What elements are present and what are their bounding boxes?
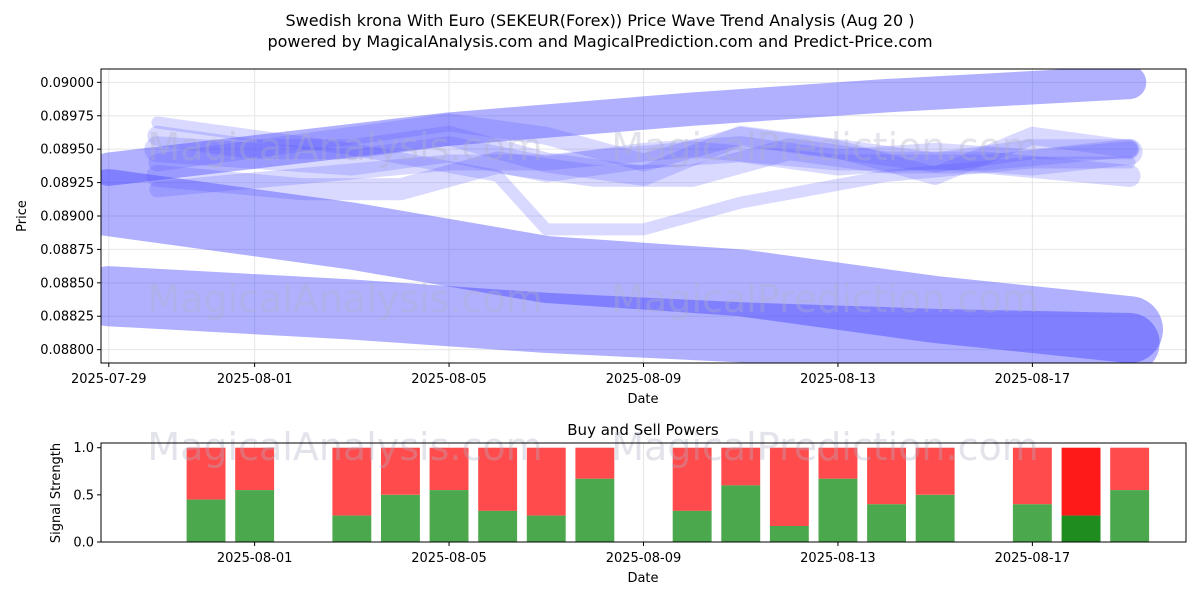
buy-sell-chart: Buy and Sell Powers MagicalAnalysis.com … (49, 421, 1187, 586)
price-x-tick-label: 2025-08-01 (217, 372, 293, 387)
buy-sell-x-tick-label: 2025-08-05 (411, 551, 487, 566)
buy-sell-y-ticks: 0.0 0.5 1.0 (73, 441, 101, 551)
price-wave-line-6 (148, 113, 1139, 185)
sell-power-bar (915, 447, 955, 495)
buy-power-bar (186, 499, 226, 542)
price-y-label: Price (15, 200, 30, 232)
price-x-tick-label: 2025-08-17 (995, 372, 1071, 387)
buy-sell-x-tick-label: 2025-08-01 (217, 551, 293, 566)
buy-sell-x-label: Date (627, 571, 658, 586)
buy-power-bar (1012, 504, 1052, 542)
watermark-prediction-bottom: MagicalPrediction.com (611, 425, 1039, 469)
sell-power-bar (429, 447, 469, 491)
buy-sell-x-tick-label: 2025-08-17 (995, 551, 1071, 566)
sell-power-bar (478, 447, 518, 511)
price-wave-line-5 (151, 116, 1136, 236)
price-y-tick-label: 0.08825 (40, 310, 94, 325)
price-y-tick-label: 0.08850 (40, 276, 94, 291)
price-y-tick-label: 0.09000 (40, 76, 94, 91)
price-wave-line-2 (147, 125, 1140, 186)
buy-power-bar (721, 485, 761, 542)
sell-power-bar (1061, 447, 1101, 516)
price-x-ticks: 2025-07-29 2025-08-01 2025-08-05 2025-08-09… (71, 363, 1070, 387)
buy-power-bar (915, 494, 955, 542)
buy-power-bar (381, 494, 420, 542)
price-x-tick-label: 2025-07-29 (71, 372, 147, 387)
buy-power-bar (1061, 515, 1101, 542)
watermark-prediction-top: MagicalPrediction.com (611, 125, 1039, 169)
buy-sell-title: Buy and Sell Powers (567, 421, 719, 439)
price-band-2 (101, 169, 1163, 363)
price-y-tick-label: 0.08900 (40, 210, 94, 225)
sell-power-bar (332, 447, 372, 516)
price-x-label: Date (627, 392, 658, 407)
price-y-tick-label: 0.08875 (40, 243, 94, 258)
sell-power-bar (526, 447, 566, 516)
buy-sell-y-label: Signal Strength (49, 443, 64, 543)
buy-sell-y-tick-label: 1.0 (73, 441, 94, 456)
sell-power-bar (818, 447, 858, 479)
price-band-1 (101, 69, 1147, 186)
buy-power-bar (429, 490, 469, 542)
buy-power-bar (478, 510, 518, 542)
buy-power-bar (575, 478, 615, 542)
watermark-analysis-top: MagicalAnalysis.com (147, 125, 542, 169)
price-x-tick-label: 2025-08-13 (800, 372, 876, 387)
buy-sell-x-tick-label: 2025-08-13 (800, 551, 876, 566)
buy-sell-x-ticks: 2025-08-01 2025-08-05 2025-08-09 2025-08-13… (217, 542, 1070, 566)
buy-sell-bars (186, 447, 1150, 542)
price-y-tick-label: 0.08975 (40, 109, 94, 124)
buy-power-bar (1110, 490, 1150, 542)
sell-power-bar (186, 447, 226, 500)
sell-power-bar (381, 447, 420, 495)
buy-power-bar (526, 515, 566, 542)
buy-power-bar (235, 490, 275, 542)
buy-sell-y-tick-label: 0.0 (73, 536, 94, 551)
sell-power-bar (867, 447, 906, 505)
buy-power-bar (769, 526, 809, 542)
price-y-tick-label: 0.08950 (40, 143, 94, 158)
watermark-analysis-mid: MagicalAnalysis.com (147, 277, 542, 321)
watermark-analysis-bottom: MagicalAnalysis.com (147, 425, 542, 469)
sell-power-bar (575, 447, 615, 479)
sell-power-bar (1012, 447, 1052, 505)
sell-power-bar (769, 447, 809, 526)
buy-sell-x-tick-label: 2025-08-09 (606, 551, 682, 566)
price-x-tick-label: 2025-08-05 (411, 372, 487, 387)
price-y-tick-label: 0.08800 (40, 343, 94, 358)
price-wave-line-3 (149, 141, 1138, 198)
buy-power-bar (672, 510, 712, 542)
buy-power-bar (332, 515, 372, 542)
price-y-tick-label: 0.08925 (40, 176, 94, 191)
price-wave-line-1 (144, 136, 1143, 183)
price-y-ticks: 0.08800 0.08825 0.08850 0.08875 0.08900 0.089… (40, 76, 101, 358)
sell-power-bar (672, 447, 712, 511)
price-x-tick-label: 2025-08-09 (606, 372, 682, 387)
buy-sell-y-tick-label: 0.5 (73, 488, 94, 503)
sell-power-bar (1110, 447, 1150, 491)
price-grid (101, 69, 1186, 363)
price-wave-chart: MagicalAnalysis.com MagicalPrediction.co… (15, 68, 1187, 407)
buy-power-bar (818, 478, 858, 542)
sell-power-bar (235, 447, 275, 491)
sell-power-bar (721, 447, 761, 486)
price-wave-line-4 (146, 138, 1141, 201)
price-bands (101, 69, 1163, 363)
figure-title-line2: powered by MagicalAnalysis.com and Magic… (267, 32, 932, 51)
price-band-3 (101, 266, 1160, 363)
watermark-prediction-mid: MagicalPrediction.com (611, 277, 1039, 321)
price-wave-lines (144, 113, 1143, 236)
buy-power-bar (867, 504, 906, 542)
figure-title-line1: Swedish krona With Euro (SEKEUR(Forex)) … (285, 11, 914, 30)
